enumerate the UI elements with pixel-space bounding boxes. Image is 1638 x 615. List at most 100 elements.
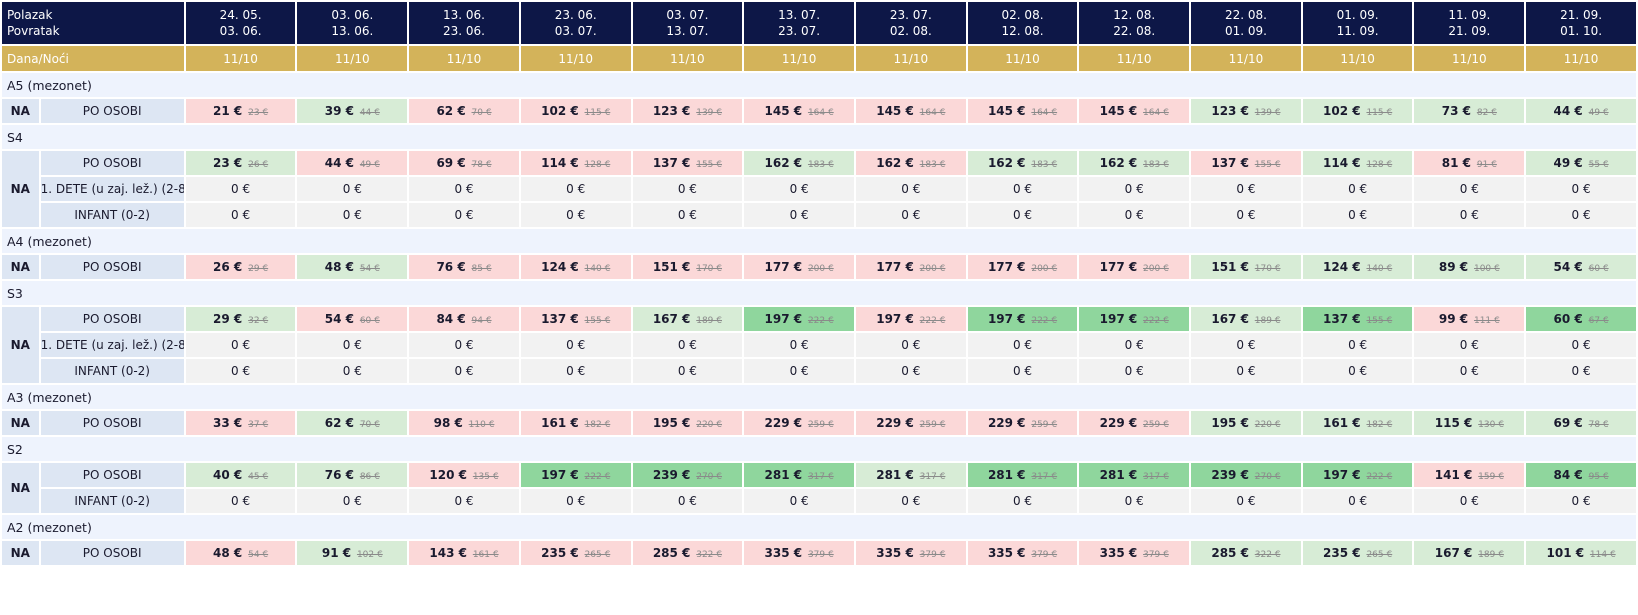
price-cell: 44 € 49 € bbox=[1524, 97, 1638, 125]
zero-price: 0 € bbox=[454, 208, 474, 222]
price-cell: 137 € 155 € bbox=[518, 305, 633, 333]
new-price: 285 € bbox=[652, 546, 691, 560]
zero-price-cell: 0 € bbox=[742, 487, 856, 515]
zero-price-cell: 0 € bbox=[965, 175, 1080, 203]
zero-price-cell: 0 € bbox=[1524, 331, 1638, 359]
price-cell: 229 € 259 € bbox=[1077, 409, 1192, 437]
room-section-row: S2 bbox=[0, 435, 1638, 463]
new-price: 123 € bbox=[1211, 104, 1249, 118]
departure-date: 03. 07. bbox=[666, 8, 709, 22]
new-price: 143 € bbox=[429, 546, 467, 560]
zero-price: 0 € bbox=[342, 338, 362, 352]
old-price: 164 € bbox=[1143, 108, 1169, 118]
new-price: 29 € bbox=[213, 312, 243, 326]
price-row: NA PO OSOBI 23 € 26 €44 € 49 €69 € 78 €114… bbox=[0, 149, 1638, 229]
price-cell: 145 € 164 € bbox=[1077, 97, 1192, 125]
zero-price: 0 € bbox=[1236, 208, 1256, 222]
old-price: 222 € bbox=[1366, 472, 1393, 482]
new-price: 229 € bbox=[987, 416, 1026, 430]
zero-price: 0 € bbox=[1236, 364, 1256, 378]
old-price: 26 € bbox=[248, 160, 269, 170]
price-cell: 23 € 26 € bbox=[183, 149, 298, 177]
period-header: 03. 06. 13. 06. bbox=[295, 0, 410, 46]
zero-price-cell: 0 € bbox=[965, 487, 1080, 515]
zero-price-cell: 0 € bbox=[630, 201, 745, 229]
new-price: 33 € bbox=[213, 416, 243, 430]
zero-price: 0 € bbox=[342, 182, 362, 196]
new-price: 195 € bbox=[1211, 416, 1249, 430]
new-price: 235 € bbox=[1323, 546, 1361, 560]
price-cell: 54 € 60 € bbox=[1524, 253, 1638, 281]
zero-price-cell: 0 € bbox=[407, 175, 521, 203]
zero-price-cell: 0 € bbox=[1412, 201, 1527, 229]
old-price: 317 € bbox=[807, 472, 834, 482]
period-header: 13. 07. 23. 07. bbox=[742, 0, 856, 46]
zero-price: 0 € bbox=[566, 494, 586, 508]
zero-price-cell: 0 € bbox=[407, 357, 521, 385]
zero-price-cell: 0 € bbox=[1189, 331, 1303, 359]
price-cell: 102 € 115 € bbox=[1300, 97, 1415, 125]
new-price: 177 € bbox=[764, 260, 803, 274]
zero-price-cell: 0 € bbox=[742, 331, 856, 359]
zero-price: 0 € bbox=[1571, 494, 1591, 508]
header-nights-row: Dana/Noći 11/10 11/10 11/10 11/10 11/10 11/10… bbox=[0, 44, 1638, 73]
zero-price-cell: 0 € bbox=[1412, 487, 1527, 515]
old-price: 259 € bbox=[807, 420, 834, 430]
zero-price: 0 € bbox=[1571, 338, 1591, 352]
price-cell: 115 € 130 € bbox=[1412, 409, 1527, 437]
zero-price-cell: 0 € bbox=[630, 487, 745, 515]
zero-price-cell: 0 € bbox=[1300, 331, 1415, 359]
zero-price-cell: 0 € bbox=[1077, 331, 1192, 359]
old-price: 29 € bbox=[248, 264, 269, 274]
old-price: 32 € bbox=[248, 316, 269, 326]
new-price: 167 € bbox=[1211, 312, 1249, 326]
old-price: 200 € bbox=[919, 264, 946, 274]
board-type-cell: NA bbox=[0, 305, 41, 385]
new-price: 177 € bbox=[987, 260, 1026, 274]
price-cell: 49 € 55 € bbox=[1524, 149, 1638, 177]
new-price: 23 € bbox=[213, 156, 243, 170]
old-price: 111 € bbox=[1473, 316, 1500, 326]
zero-price: 0 € bbox=[1124, 494, 1144, 508]
person-type-label: INFANT (0-2) bbox=[38, 357, 186, 385]
new-price: 239 € bbox=[652, 468, 691, 482]
old-price: 110 € bbox=[468, 420, 495, 430]
price-row: NA PO OSOBI 40 € 45 €76 € 86 €120 € 135 €1… bbox=[0, 461, 1638, 515]
price-cell: 195 € 220 € bbox=[1189, 409, 1303, 437]
old-price: 70 € bbox=[471, 108, 492, 118]
new-price: 177 € bbox=[876, 260, 914, 274]
price-cell: 137 € 155 € bbox=[1300, 305, 1415, 333]
price-cell: 137 € 155 € bbox=[1189, 149, 1303, 177]
person-type-label: 1. DETE (u zaj. lež.) (2-8) bbox=[38, 175, 186, 203]
new-price: 102 € bbox=[1323, 104, 1361, 118]
new-price: 69 € bbox=[1553, 416, 1583, 430]
old-price: 128 € bbox=[1366, 160, 1393, 170]
old-price: 379 € bbox=[919, 550, 946, 560]
old-price: 170 € bbox=[1254, 264, 1281, 274]
old-price: 379 € bbox=[807, 550, 834, 560]
new-price: 124 € bbox=[541, 260, 579, 274]
price-cell: 91 € 102 € bbox=[295, 539, 410, 567]
zero-price: 0 € bbox=[901, 208, 921, 222]
price-cell: 235 € 265 € bbox=[1300, 539, 1415, 567]
new-price: 177 € bbox=[1099, 260, 1138, 274]
zero-price: 0 € bbox=[342, 494, 362, 508]
new-price: 145 € bbox=[764, 104, 803, 118]
price-cell: 235 € 265 € bbox=[518, 539, 633, 567]
zero-price: 0 € bbox=[1348, 208, 1368, 222]
new-price: 54 € bbox=[1553, 260, 1583, 274]
old-price: 140 € bbox=[1366, 264, 1393, 274]
zero-price-cell: 0 € bbox=[183, 175, 298, 203]
room-type-title: S2 bbox=[0, 435, 1638, 463]
zero-price: 0 € bbox=[566, 338, 586, 352]
old-price: 155 € bbox=[1366, 316, 1393, 326]
old-price: 78 € bbox=[1588, 420, 1609, 430]
old-price: 115 € bbox=[584, 108, 611, 118]
price-cell: 145 € 164 € bbox=[965, 97, 1080, 125]
return-date: 13. 06. bbox=[331, 24, 374, 38]
zero-price-cell: 0 € bbox=[1524, 175, 1638, 203]
zero-price: 0 € bbox=[231, 182, 251, 196]
price-cell: 229 € 259 € bbox=[965, 409, 1080, 437]
zero-price: 0 € bbox=[566, 208, 586, 222]
new-price: 62 € bbox=[436, 104, 466, 118]
